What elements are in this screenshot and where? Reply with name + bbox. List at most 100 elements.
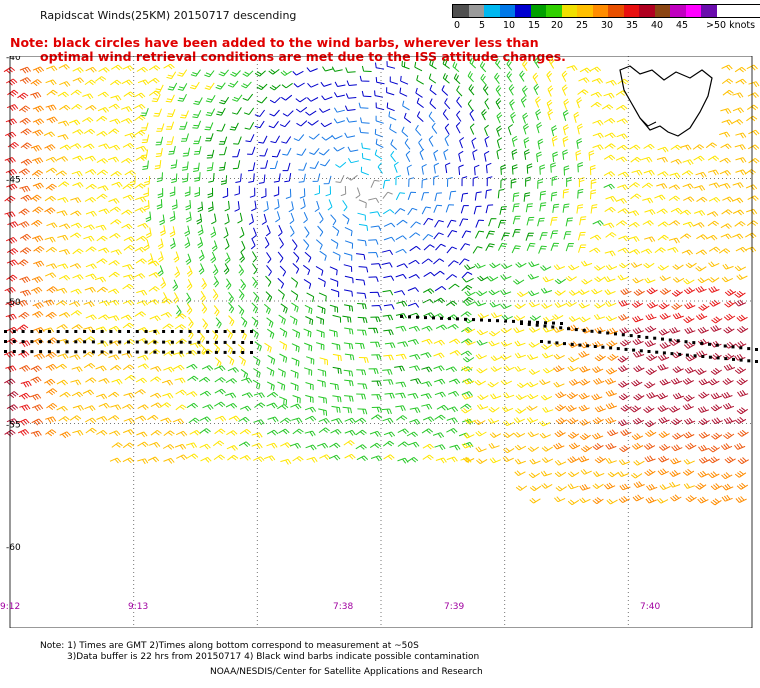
wind-barb bbox=[96, 415, 108, 422]
wind-barb bbox=[168, 145, 176, 155]
wind-barb bbox=[528, 261, 540, 268]
contamination-marker bbox=[206, 330, 210, 333]
wind-barb bbox=[108, 128, 120, 135]
wind-barb bbox=[667, 247, 679, 253]
wind-barb bbox=[526, 216, 535, 226]
wind-barb bbox=[477, 275, 489, 282]
wind-barb bbox=[290, 369, 299, 379]
wind-barb bbox=[172, 418, 185, 425]
wind-barb bbox=[617, 78, 629, 85]
wind-barb bbox=[605, 416, 617, 424]
wind-barb bbox=[200, 456, 212, 463]
wind-barb bbox=[266, 402, 278, 409]
wind-barb bbox=[371, 394, 382, 400]
wind-barb bbox=[19, 365, 31, 372]
wind-barb bbox=[6, 259, 19, 267]
wind-barb bbox=[501, 263, 513, 269]
wind-barb bbox=[658, 416, 670, 424]
contamination-marker bbox=[416, 315, 419, 319]
legend-swatch bbox=[592, 5, 608, 17]
wind-barb bbox=[96, 235, 108, 242]
wind-barb bbox=[695, 249, 708, 256]
wind-barb bbox=[140, 108, 149, 117]
wind-barb bbox=[71, 324, 83, 330]
wind-barb bbox=[312, 173, 321, 182]
wind-barb bbox=[319, 357, 328, 366]
wind-barb bbox=[199, 443, 211, 450]
wind-barb bbox=[632, 315, 644, 323]
wind-barb bbox=[697, 277, 709, 284]
wind-barb bbox=[359, 75, 370, 82]
wind-barb bbox=[452, 61, 460, 73]
wind-barb bbox=[318, 417, 330, 424]
contamination-marker bbox=[747, 359, 751, 363]
wind-barb bbox=[515, 485, 528, 491]
wind-barb bbox=[315, 265, 324, 276]
contamination-marker bbox=[621, 333, 625, 337]
wind-barb bbox=[475, 290, 488, 297]
wind-barb bbox=[175, 389, 187, 396]
wind-barb bbox=[657, 264, 669, 271]
contamination-marker bbox=[232, 350, 236, 354]
contamination-marker bbox=[653, 336, 657, 340]
contamination-marker bbox=[12, 350, 16, 353]
wind-barb bbox=[227, 454, 239, 461]
wind-barb bbox=[273, 186, 280, 197]
wind-barb bbox=[555, 485, 567, 492]
latitude-label: -40 bbox=[6, 56, 21, 63]
wind-barb bbox=[110, 364, 122, 371]
wind-barb bbox=[32, 404, 44, 412]
wind-barb bbox=[370, 179, 380, 188]
wind-barb bbox=[121, 106, 133, 112]
wind-barb bbox=[148, 65, 161, 71]
wind-barb bbox=[219, 146, 227, 156]
wind-barb bbox=[347, 146, 359, 152]
wind-barb bbox=[186, 402, 199, 409]
wind-barb bbox=[632, 350, 645, 358]
wind-barb bbox=[681, 170, 694, 176]
wind-barb bbox=[435, 243, 446, 251]
wind-barb bbox=[554, 290, 566, 296]
wind-barb bbox=[343, 369, 354, 377]
wind-barb bbox=[186, 363, 198, 370]
wind-barb bbox=[368, 252, 379, 258]
wind-barb bbox=[546, 99, 553, 111]
wind-barb bbox=[615, 220, 628, 226]
wind-barb bbox=[44, 144, 56, 152]
wind-barb bbox=[506, 71, 512, 83]
wind-barb bbox=[448, 390, 460, 397]
contamination-marker bbox=[179, 350, 183, 354]
wind-barb bbox=[445, 204, 455, 213]
wind-barb bbox=[279, 327, 288, 338]
wind-barb bbox=[72, 337, 84, 344]
contamination-marker bbox=[527, 322, 531, 326]
wind-barb bbox=[731, 197, 744, 204]
wind-barb bbox=[121, 352, 133, 359]
wind-barb bbox=[736, 482, 749, 490]
contamination-marker bbox=[544, 321, 547, 325]
wind-barb bbox=[69, 354, 81, 360]
wind-barb bbox=[723, 326, 735, 334]
wind-barb bbox=[329, 304, 339, 313]
wind-barb bbox=[458, 164, 464, 175]
wind-barb bbox=[736, 326, 749, 334]
wind-barb bbox=[121, 209, 133, 215]
wind-barb bbox=[309, 161, 320, 169]
wind-barb bbox=[279, 120, 291, 128]
wind-barb bbox=[98, 300, 110, 307]
wind-barb bbox=[605, 264, 618, 271]
wind-barb bbox=[464, 418, 476, 424]
contamination-marker bbox=[65, 350, 69, 354]
contamination-marker bbox=[12, 330, 16, 333]
wind-barb bbox=[344, 132, 356, 138]
wind-barb bbox=[386, 87, 395, 96]
wind-barb bbox=[30, 365, 42, 373]
wind-barb bbox=[215, 317, 222, 329]
wind-barb bbox=[561, 84, 568, 96]
wind-barb bbox=[266, 429, 279, 436]
wind-barb bbox=[383, 454, 395, 460]
contamination-marker bbox=[676, 339, 680, 343]
wind-barb bbox=[695, 313, 708, 321]
wind-barb bbox=[718, 248, 731, 254]
wind-barb bbox=[708, 286, 720, 293]
